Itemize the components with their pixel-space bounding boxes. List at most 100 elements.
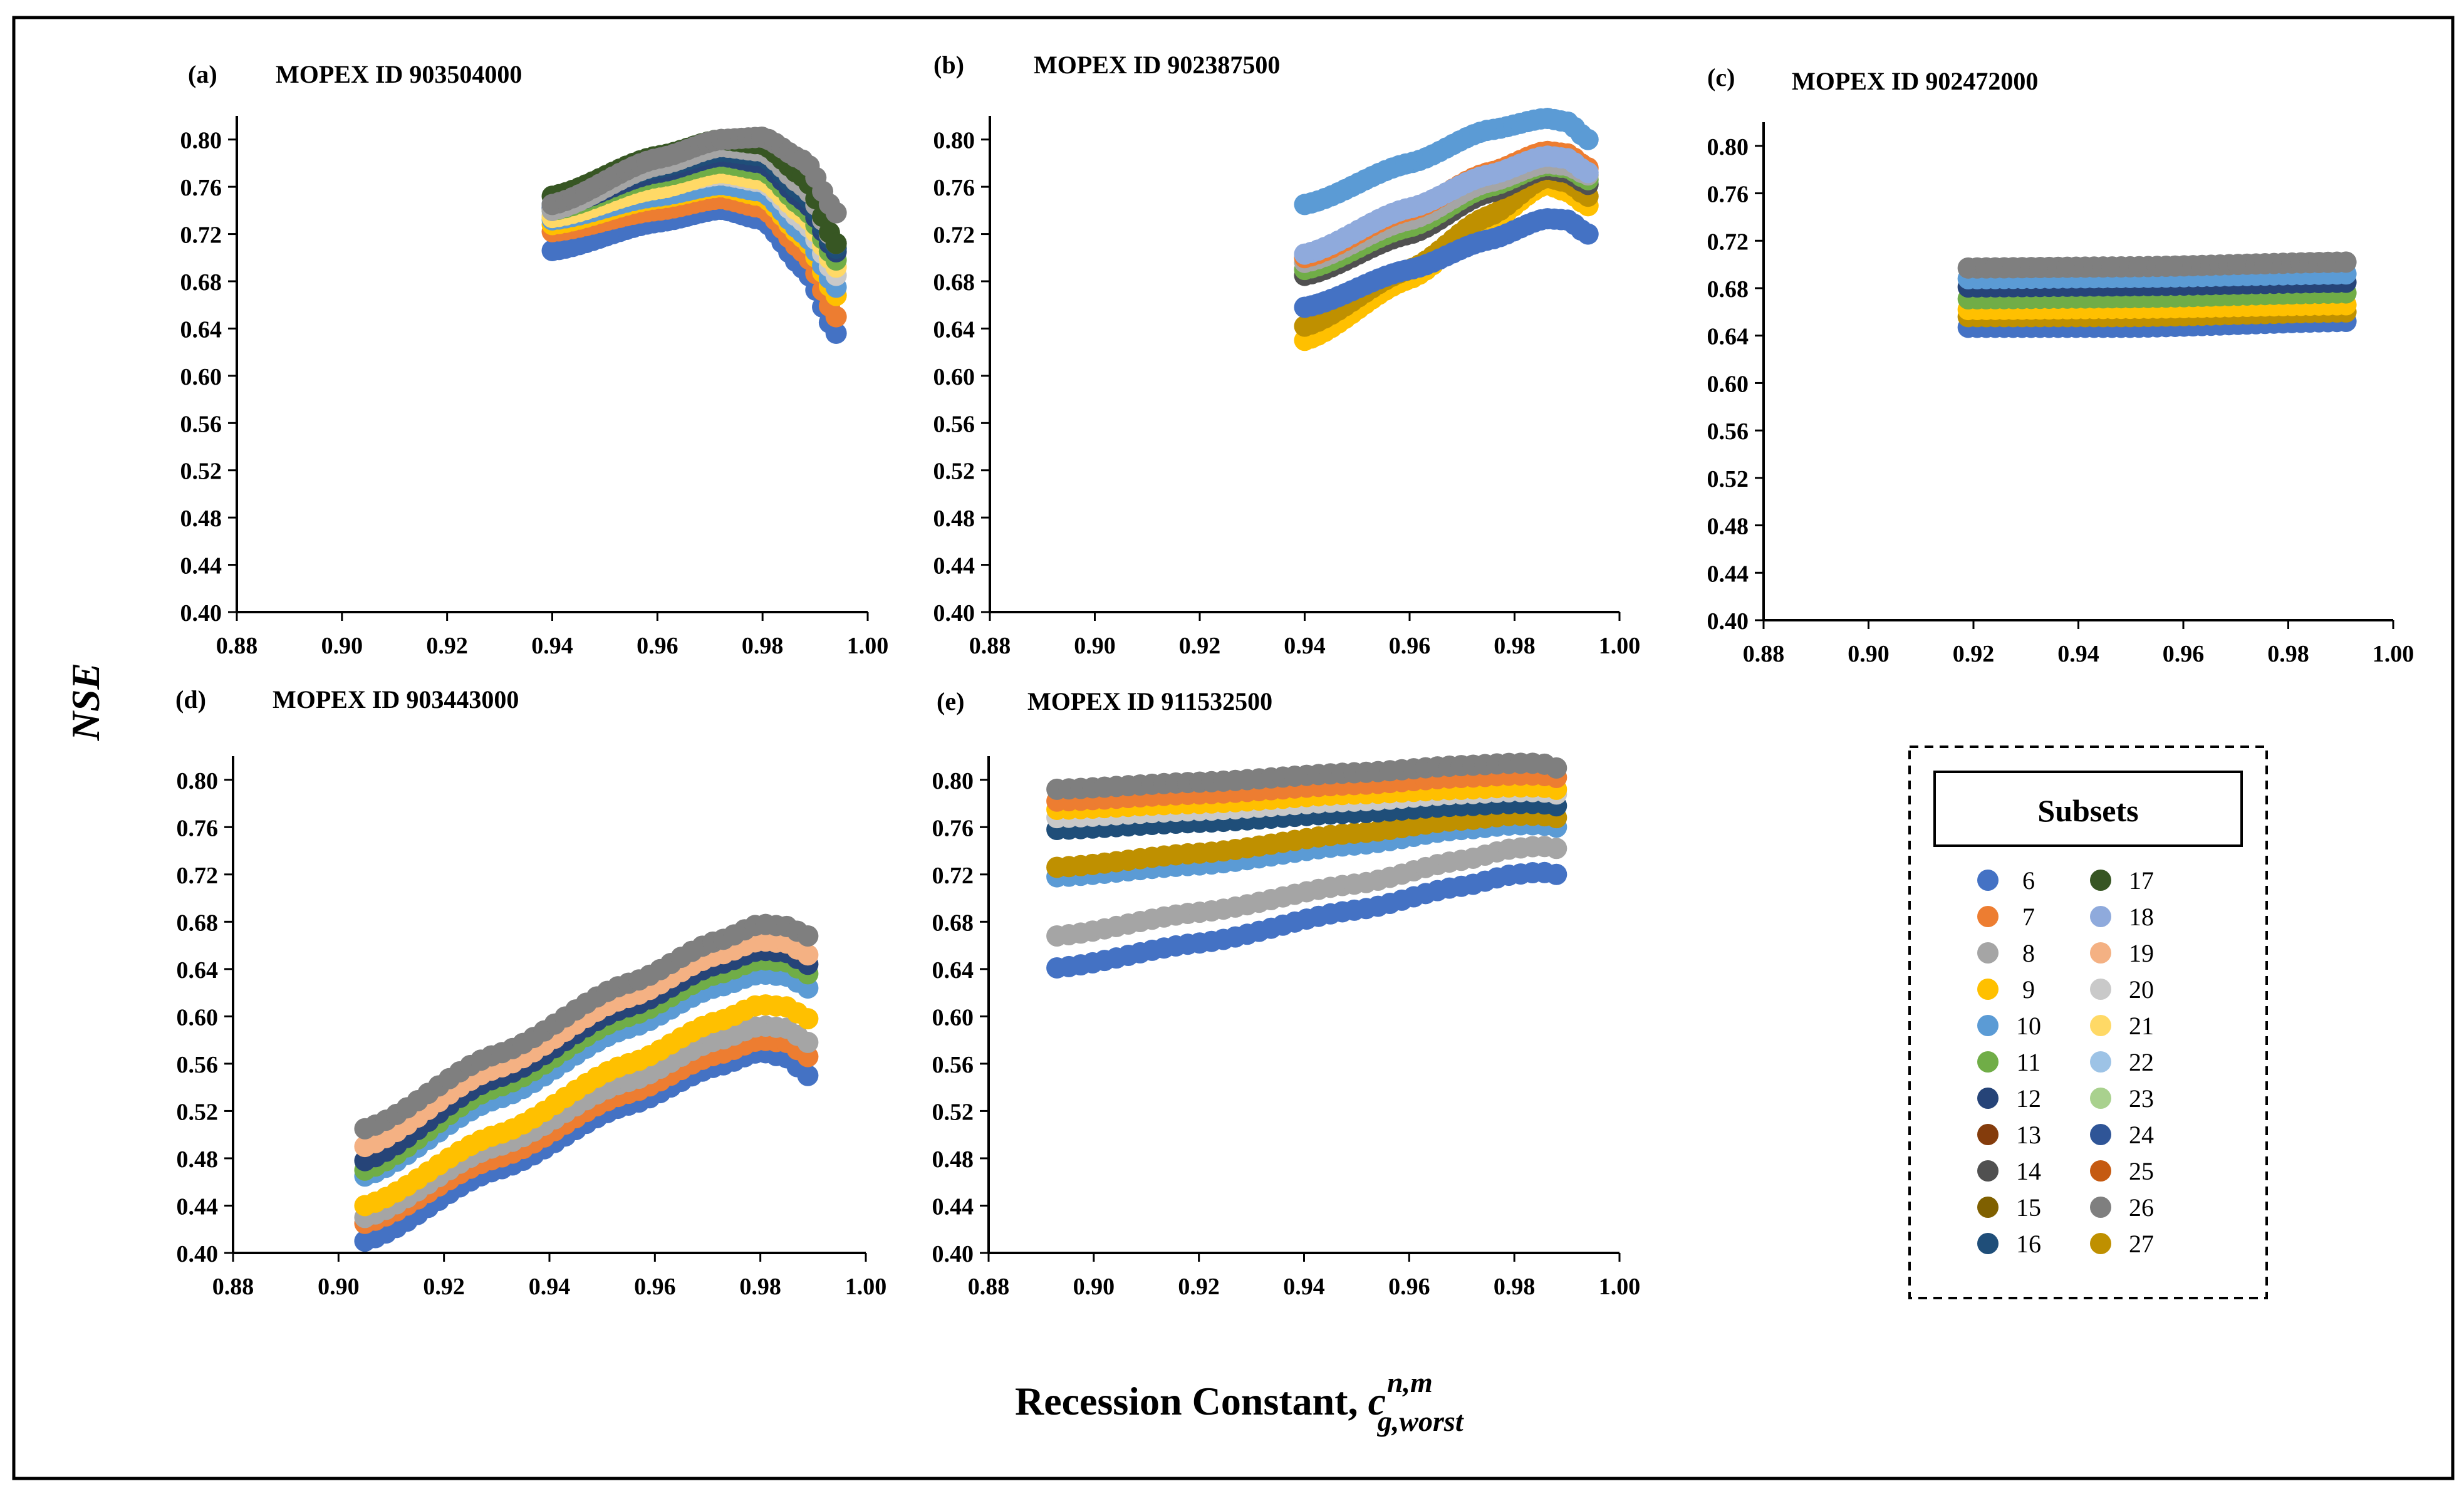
y-tick-label: 0.60	[177, 1004, 219, 1031]
series-subset-6	[1046, 861, 1567, 979]
x-tick-label: 1.00	[2373, 641, 2415, 667]
legend-item-16: 16	[1977, 1230, 2041, 1258]
y-tick-label: 0.48	[177, 1146, 219, 1173]
legend: Subsets 6 7 8 9 10 11 12 13 14 15 16 17 18 19 20 21 22 23…	[1908, 746, 2268, 1299]
legend-label: 16	[2016, 1230, 2041, 1258]
legend-item-13: 13	[1977, 1121, 2041, 1149]
x-tick-label: 0.90	[1848, 641, 1890, 667]
y-tick-label: 0.64	[180, 316, 222, 343]
y-tick-label: 0.80	[177, 768, 219, 794]
y-tick-label: 0.48	[932, 1146, 974, 1173]
panel-label: (d)	[175, 685, 206, 714]
data-point	[825, 322, 847, 344]
y-tick-label: 0.60	[933, 364, 975, 390]
x-tick-label: 1.00	[1599, 633, 1641, 659]
legend-item-26: 26	[2090, 1193, 2154, 1222]
legend-item-15: 15	[1977, 1193, 2041, 1222]
chart-panel-b: (b) MOPEX ID 902387500 0.40 0.44 0.48 0.52 0.5…	[933, 51, 1641, 659]
x-tick-label: 0.90	[1074, 633, 1116, 659]
y-tick-label: 0.48	[180, 506, 222, 532]
y-tick-label: 0.48	[1707, 514, 1749, 540]
legend-label: 7	[2022, 903, 2035, 931]
legend-marker	[2090, 1088, 2111, 1109]
series-subset-26	[541, 126, 847, 224]
data-point	[825, 202, 847, 224]
y-tick-label: 0.52	[932, 1099, 974, 1125]
x-tick-label: 0.88	[969, 633, 1011, 659]
legend-label: 6	[2022, 866, 2035, 895]
y-tick-label: 0.56	[1707, 418, 1749, 445]
legend-label: 24	[2129, 1121, 2154, 1149]
y-tick-label: 0.72	[1707, 229, 1749, 255]
y-tick-label: 0.68	[932, 910, 974, 936]
legend-item-7: 7	[1977, 903, 2035, 931]
legend-item-25: 25	[2090, 1157, 2154, 1185]
x-tick-label: 0.88	[212, 1274, 254, 1300]
x-tick-label: 0.96	[634, 1274, 676, 1300]
legend-label: 11	[2017, 1048, 2041, 1076]
y-tick-label: 0.44	[177, 1193, 219, 1220]
legend-marker	[1977, 1160, 1999, 1182]
legend-marker	[2090, 870, 2111, 891]
legend-marker	[2090, 1197, 2111, 1218]
panel-label: (c)	[1707, 63, 1735, 91]
series-subset-26	[354, 913, 819, 1140]
y-tick-label: 0.40	[177, 1241, 219, 1267]
x-tick-label: 1.00	[1599, 1274, 1641, 1300]
legend-label: 18	[2129, 903, 2154, 931]
legend-item-20: 20	[2090, 975, 2154, 1004]
series-subset-9	[354, 994, 819, 1217]
panel-title: MOPEX ID 902472000	[1792, 67, 2038, 95]
x-tick-label: 0.96	[637, 633, 678, 659]
panel-label: (a)	[188, 60, 217, 88]
y-tick-label: 0.64	[1707, 324, 1749, 350]
legend-marker	[2090, 1160, 2111, 1182]
y-tick-label: 0.56	[180, 411, 222, 437]
legend-item-9: 9	[1977, 975, 2035, 1004]
chart-panel-d: (d) MOPEX ID 903443000 0.40 0.44 0.48 0.52 0.5…	[175, 685, 886, 1300]
legend-label: 21	[2129, 1012, 2154, 1040]
y-tick-label: 0.80	[933, 128, 975, 154]
x-axis-label-symbol: c	[1368, 1379, 1386, 1423]
y-tick-label: 0.80	[180, 128, 222, 154]
y-tick-label: 0.68	[1707, 276, 1749, 303]
x-tick-label: 0.94	[529, 1274, 571, 1300]
y-tick-label: 0.68	[180, 269, 222, 296]
y-tick-label: 0.40	[180, 600, 222, 626]
legend-marker	[2090, 906, 2111, 927]
y-tick-label: 0.56	[177, 1052, 219, 1078]
x-tick-label: 0.98	[739, 1274, 781, 1300]
data-point	[825, 306, 847, 328]
x-tick-label: 0.90	[1073, 1274, 1115, 1300]
legend-label: 23	[2129, 1084, 2154, 1113]
x-tick-label: 0.96	[2163, 641, 2205, 667]
data-point	[1577, 128, 1599, 150]
legend-item-12: 12	[1977, 1084, 2041, 1113]
data-point	[1546, 863, 1567, 885]
legend-marker	[1977, 979, 1999, 1000]
y-tick-label: 0.48	[933, 506, 975, 532]
y-tick-label: 0.76	[1707, 182, 1749, 208]
legend-label: 12	[2016, 1084, 2041, 1113]
legend-label: 25	[2129, 1157, 2154, 1185]
y-tick-label: 0.64	[932, 957, 974, 984]
chart-panel-c: (c) MOPEX ID 902472000 0.40 0.44 0.48 0.52 0.5…	[1707, 63, 2415, 667]
legend-label: 9	[2022, 975, 2035, 1004]
series-subset-26	[1046, 752, 1567, 800]
x-tick-label: 0.88	[968, 1274, 1010, 1300]
legend-marker	[2090, 979, 2111, 1000]
legend-item-21: 21	[2090, 1012, 2154, 1040]
x-tick-label: 0.88	[1743, 641, 1785, 667]
y-tick-label: 0.72	[180, 222, 222, 249]
x-tick-label: 0.88	[216, 633, 258, 659]
y-tick-label: 0.40	[932, 1241, 974, 1267]
y-tick-label: 0.72	[177, 863, 219, 889]
legend-marker	[1977, 1197, 1999, 1218]
y-tick-label: 0.80	[932, 768, 974, 794]
x-tick-label: 0.94	[2057, 641, 2099, 667]
y-tick-label: 0.52	[933, 459, 975, 485]
panel-label: (e)	[937, 687, 964, 715]
chart-panel-e: (e) MOPEX ID 911532500 0.40 0.44 0.48 0.52 0.5…	[932, 687, 1641, 1300]
x-tick-label: 0.98	[1494, 633, 1536, 659]
